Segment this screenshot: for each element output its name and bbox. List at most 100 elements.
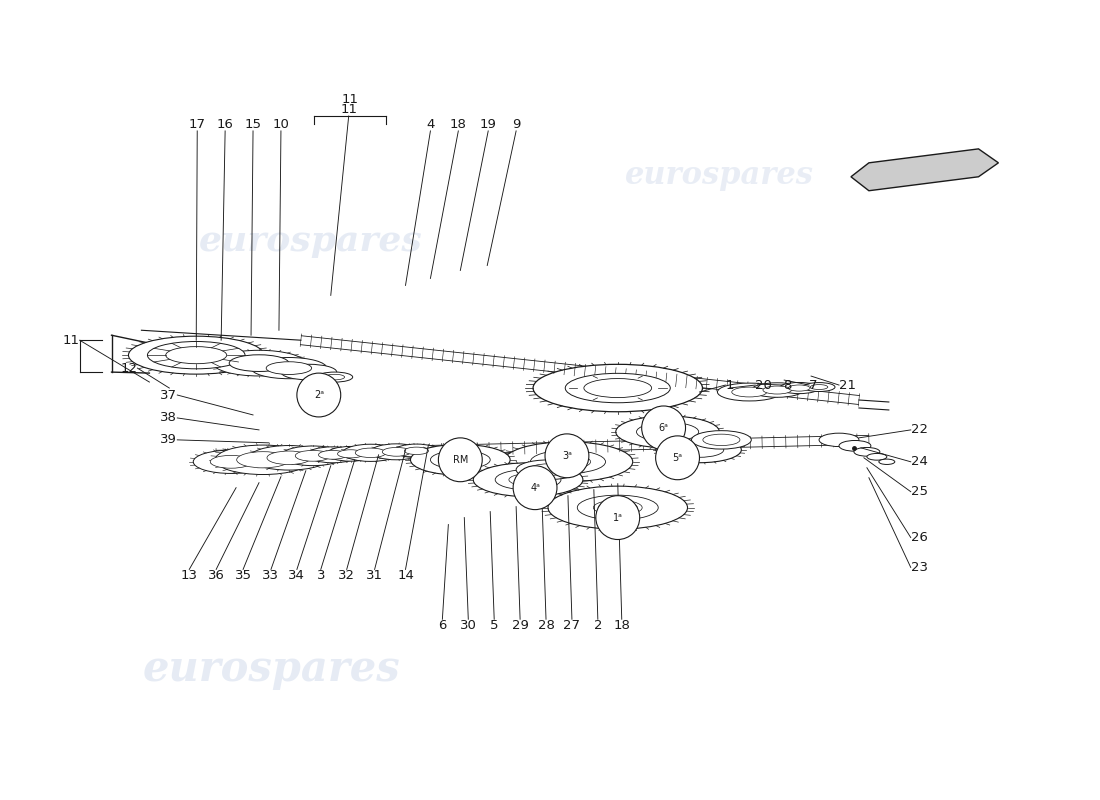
Text: RM: RM [452, 454, 468, 465]
Ellipse shape [280, 446, 344, 466]
Text: 31: 31 [366, 570, 383, 582]
Text: eurospares: eurospares [625, 160, 814, 191]
Ellipse shape [213, 350, 305, 376]
Text: 6: 6 [438, 619, 447, 632]
Ellipse shape [267, 451, 311, 465]
Ellipse shape [338, 450, 364, 458]
Circle shape [513, 466, 557, 510]
Ellipse shape [503, 442, 632, 482]
Ellipse shape [410, 445, 510, 475]
Ellipse shape [295, 450, 330, 462]
Ellipse shape [703, 434, 740, 446]
Text: 28: 28 [538, 619, 554, 632]
Text: eurospares: eurospares [199, 223, 422, 258]
Ellipse shape [584, 378, 651, 398]
Ellipse shape [879, 459, 894, 465]
Text: 21: 21 [839, 378, 856, 391]
Text: 7: 7 [810, 378, 817, 391]
Ellipse shape [509, 474, 548, 486]
Circle shape [641, 406, 685, 450]
Ellipse shape [166, 346, 227, 364]
Text: 35: 35 [234, 570, 252, 582]
Ellipse shape [317, 372, 353, 382]
Text: 17: 17 [189, 118, 206, 131]
Text: 25: 25 [911, 485, 927, 498]
Ellipse shape [803, 382, 835, 391]
Ellipse shape [194, 450, 270, 474]
Circle shape [544, 434, 588, 478]
Ellipse shape [546, 455, 591, 469]
Ellipse shape [395, 444, 439, 458]
Circle shape [439, 438, 482, 482]
Ellipse shape [717, 383, 781, 401]
Ellipse shape [383, 447, 410, 456]
Ellipse shape [854, 447, 880, 456]
Ellipse shape [839, 441, 871, 451]
Ellipse shape [210, 455, 252, 468]
Text: 6ᵃ: 6ᵃ [659, 423, 669, 433]
Text: 19: 19 [480, 118, 497, 131]
Text: 39: 39 [161, 434, 177, 446]
Text: 12: 12 [120, 362, 138, 374]
Text: 2: 2 [594, 619, 602, 632]
Ellipse shape [343, 444, 398, 462]
Ellipse shape [371, 444, 422, 460]
Text: 26: 26 [911, 531, 927, 544]
Ellipse shape [616, 416, 719, 448]
Polygon shape [851, 149, 999, 190]
Ellipse shape [637, 422, 698, 442]
Text: 11: 11 [340, 103, 358, 116]
Ellipse shape [548, 486, 688, 529]
Text: 3: 3 [317, 570, 324, 582]
Text: 5ᵃ: 5ᵃ [672, 453, 683, 462]
Text: 34: 34 [288, 570, 306, 582]
Ellipse shape [867, 454, 887, 460]
Text: 30: 30 [460, 619, 476, 632]
Ellipse shape [565, 374, 670, 402]
Circle shape [656, 436, 700, 480]
Text: 33: 33 [263, 570, 279, 582]
Ellipse shape [147, 342, 245, 369]
Text: 1ᵃ: 1ᵃ [613, 513, 623, 522]
Text: 29: 29 [512, 619, 528, 632]
Ellipse shape [229, 354, 289, 371]
Ellipse shape [251, 358, 327, 378]
Ellipse shape [430, 450, 491, 469]
Text: 18: 18 [450, 118, 466, 131]
Ellipse shape [692, 430, 751, 449]
Text: 32: 32 [338, 570, 355, 582]
Ellipse shape [405, 447, 429, 454]
Ellipse shape [266, 362, 311, 374]
Ellipse shape [658, 437, 741, 462]
Ellipse shape [763, 386, 792, 394]
Ellipse shape [280, 364, 337, 380]
Text: 36: 36 [208, 570, 224, 582]
Text: 23: 23 [911, 561, 927, 574]
Text: 18: 18 [614, 619, 630, 632]
Text: eurospares: eurospares [142, 648, 399, 690]
Ellipse shape [516, 460, 580, 479]
Text: 10: 10 [273, 118, 289, 131]
Text: 11: 11 [341, 93, 359, 106]
Ellipse shape [355, 448, 386, 458]
Text: 11: 11 [63, 334, 79, 346]
Text: 5: 5 [490, 619, 498, 632]
Text: 22: 22 [911, 423, 927, 436]
Ellipse shape [732, 387, 767, 397]
Text: 20: 20 [756, 378, 772, 391]
Circle shape [297, 373, 341, 417]
Ellipse shape [495, 470, 561, 490]
Ellipse shape [530, 450, 605, 474]
Ellipse shape [593, 500, 642, 515]
Ellipse shape [327, 446, 375, 461]
Text: 2ᵃ: 2ᵃ [314, 390, 323, 400]
Ellipse shape [779, 382, 820, 394]
Text: 8: 8 [783, 378, 792, 391]
Ellipse shape [578, 495, 658, 520]
Text: 27: 27 [563, 619, 581, 632]
Ellipse shape [751, 382, 803, 398]
Ellipse shape [473, 463, 583, 497]
Ellipse shape [534, 364, 703, 412]
Text: 16: 16 [217, 118, 233, 131]
Ellipse shape [529, 464, 568, 476]
